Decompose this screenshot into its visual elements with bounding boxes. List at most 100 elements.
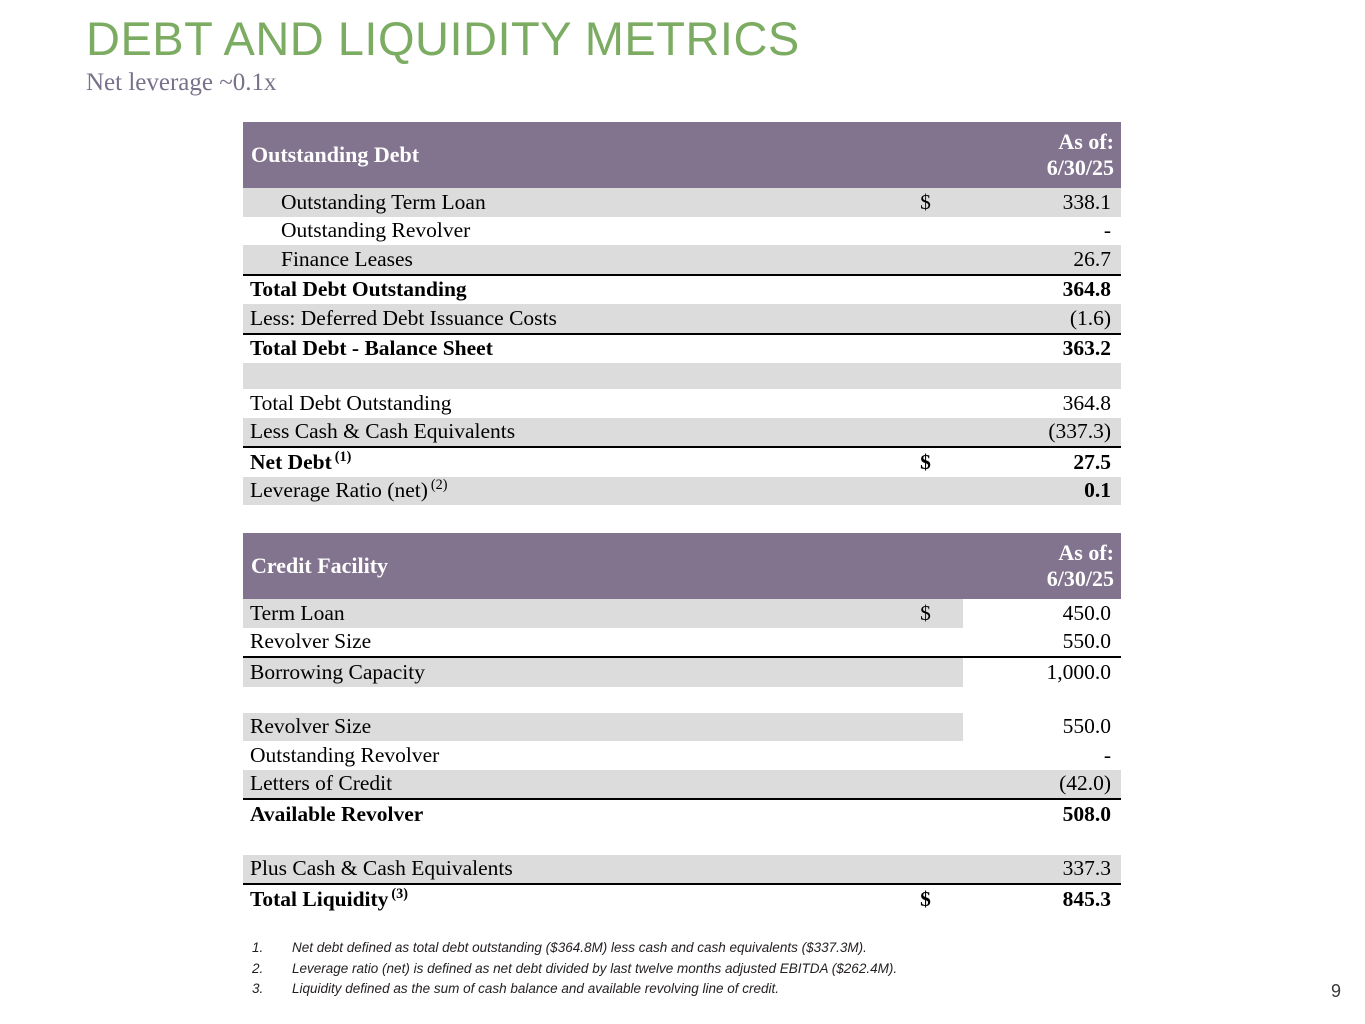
spacer-cell <box>888 828 963 855</box>
row-value: - <box>963 216 1122 245</box>
page-title: DEBT AND LIQUIDITY METRICS <box>86 12 800 65</box>
row-label: Letters of Credit <box>243 769 888 799</box>
row-value: 845.3 <box>963 883 1122 914</box>
spacer-cell <box>243 828 888 855</box>
row-label: Less: Deferred Debt Issuance Costs <box>243 304 888 334</box>
row-currency-symbol <box>888 389 963 418</box>
asof-date: 6/30/25 <box>1046 566 1115 591</box>
row-label-text: Total Liquidity <box>250 886 389 911</box>
row-label: Borrowing Capacity <box>243 656 888 687</box>
spacer-cell <box>243 686 888 713</box>
table-row: Leverage Ratio (net) (2) 0.1 <box>243 476 1122 505</box>
table-row: Borrowing Capacity 1,000.0 <box>243 656 1122 687</box>
table-row-total: Total Liquidity (3) $ 845.3 <box>243 883 1122 914</box>
table-header-row: Outstanding Debt As of: 6/30/25 <box>243 122 1122 188</box>
row-value: 0.1 <box>963 476 1122 505</box>
table-row: Finance Leases 26.7 <box>243 245 1122 275</box>
row-currency-symbol <box>888 332 963 363</box>
row-currency-symbol <box>888 656 963 687</box>
row-label: Revolver Size <box>243 627 888 657</box>
row-currency-symbol <box>888 798 963 829</box>
row-label: Total Debt Outstanding <box>243 273 888 304</box>
footnote-number: 1. <box>252 940 264 955</box>
footnote-item: 3. Liquidity defined as the sum of cash … <box>252 979 897 1000</box>
table-spacer-row <box>243 828 1122 855</box>
table-row-total: Net Debt (1) $ 27.5 <box>243 446 1122 477</box>
table-row: Letters of Credit (42.0) <box>243 769 1122 799</box>
row-currency-symbol <box>888 216 963 245</box>
row-currency-symbol <box>888 627 963 657</box>
row-label: Less Cash & Cash Equivalents <box>243 417 888 447</box>
spacer-cell <box>963 363 1122 389</box>
row-currency-symbol <box>888 476 963 505</box>
outstanding-debt-table: Outstanding Debt As of: 6/30/25 Outstand… <box>243 122 1122 505</box>
credit-table-title: Credit Facility <box>243 533 888 599</box>
debt-table-title: Outstanding Debt <box>243 122 888 188</box>
row-currency-symbol <box>888 245 963 275</box>
row-value: 26.7 <box>963 245 1122 275</box>
row-label: Leverage Ratio (net) (2) <box>243 476 888 505</box>
table-row: Revolver Size 550.0 <box>243 627 1122 657</box>
row-value: - <box>963 741 1122 770</box>
title-block: DEBT AND LIQUIDITY METRICS Net leverage … <box>86 12 1186 98</box>
credit-facility-table: Credit Facility As of: 6/30/25 Term Loan… <box>243 533 1122 914</box>
row-currency-symbol <box>888 741 963 770</box>
row-value: 450.0 <box>963 599 1122 628</box>
table-row-total: Total Debt Outstanding 364.8 <box>243 273 1122 304</box>
row-label-text: Leverage Ratio (net) <box>250 478 428 503</box>
row-label: Term Loan <box>243 599 888 628</box>
row-currency-symbol: $ <box>888 883 963 914</box>
row-value: 508.0 <box>963 798 1122 829</box>
row-label: Total Debt Outstanding <box>243 389 888 418</box>
table-row: Outstanding Term Loan $ 338.1 <box>243 188 1122 217</box>
footnote-ref: (2) <box>430 477 448 494</box>
footnote-text: Liquidity defined as the sum of cash bal… <box>292 981 780 997</box>
footnote-item: 2. Leverage ratio (net) is defined as ne… <box>252 959 897 980</box>
row-label: Outstanding Term Loan <box>243 188 888 217</box>
asof-date: 6/30/25 <box>1046 155 1115 180</box>
table-row: Term Loan $ 450.0 <box>243 599 1122 628</box>
row-label: Outstanding Revolver <box>243 216 888 245</box>
page-number: 9 <box>1330 981 1341 1001</box>
footnote-number: 3. <box>252 981 264 997</box>
footnote-text: Net debt defined as total debt outstandi… <box>292 940 867 955</box>
row-label: Revolver Size <box>243 712 888 741</box>
row-currency-symbol: $ <box>888 599 963 628</box>
spacer-cell <box>888 686 963 713</box>
page-subtitle: Net leverage ~0.1x <box>86 68 277 96</box>
footnote-item: 1. Net debt defined as total debt outsta… <box>252 938 897 959</box>
row-value: (1.6) <box>963 304 1122 334</box>
row-currency-symbol <box>888 769 963 799</box>
table-row: Total Debt Outstanding 364.8 <box>243 389 1122 418</box>
row-currency-symbol <box>888 417 963 447</box>
row-value: 338.1 <box>963 188 1122 217</box>
row-value: 363.2 <box>963 332 1122 363</box>
row-currency-symbol <box>888 712 963 741</box>
table-row: Less: Deferred Debt Issuance Costs (1.6) <box>243 304 1122 334</box>
table-row: Plus Cash & Cash Equivalents 337.3 <box>243 854 1122 884</box>
table-row: Outstanding Revolver - <box>243 216 1122 245</box>
row-label: Outstanding Revolver <box>243 741 888 770</box>
row-currency-symbol: $ <box>888 446 963 477</box>
row-currency-symbol <box>888 304 963 334</box>
footnote-ref: (1) <box>334 448 352 465</box>
row-value: 364.8 <box>963 389 1122 418</box>
row-label: Total Debt - Balance Sheet <box>243 332 888 363</box>
footnote-text: Leverage ratio (net) is defined as net d… <box>292 960 898 976</box>
spacer-cell <box>963 686 1122 713</box>
row-label: Total Liquidity (3) <box>243 883 888 914</box>
row-value: 550.0 <box>963 627 1122 657</box>
row-currency-symbol <box>888 854 963 884</box>
table-row: Less Cash & Cash Equivalents (337.3) <box>243 417 1122 447</box>
table-row: Outstanding Revolver - <box>243 741 1122 770</box>
table-row-total: Available Revolver 508.0 <box>243 798 1122 829</box>
spacer-cell <box>963 828 1122 855</box>
footnote-number: 2. <box>252 960 264 976</box>
row-value: 1,000.0 <box>963 656 1122 687</box>
asof-label: As of: <box>1058 129 1115 155</box>
table-row-total: Total Debt - Balance Sheet 363.2 <box>243 332 1122 363</box>
spacer-cell <box>888 363 963 389</box>
asof-label: As of: <box>1058 540 1115 566</box>
table-row: Revolver Size 550.0 <box>243 712 1122 741</box>
table-spacer-row <box>243 363 1122 389</box>
